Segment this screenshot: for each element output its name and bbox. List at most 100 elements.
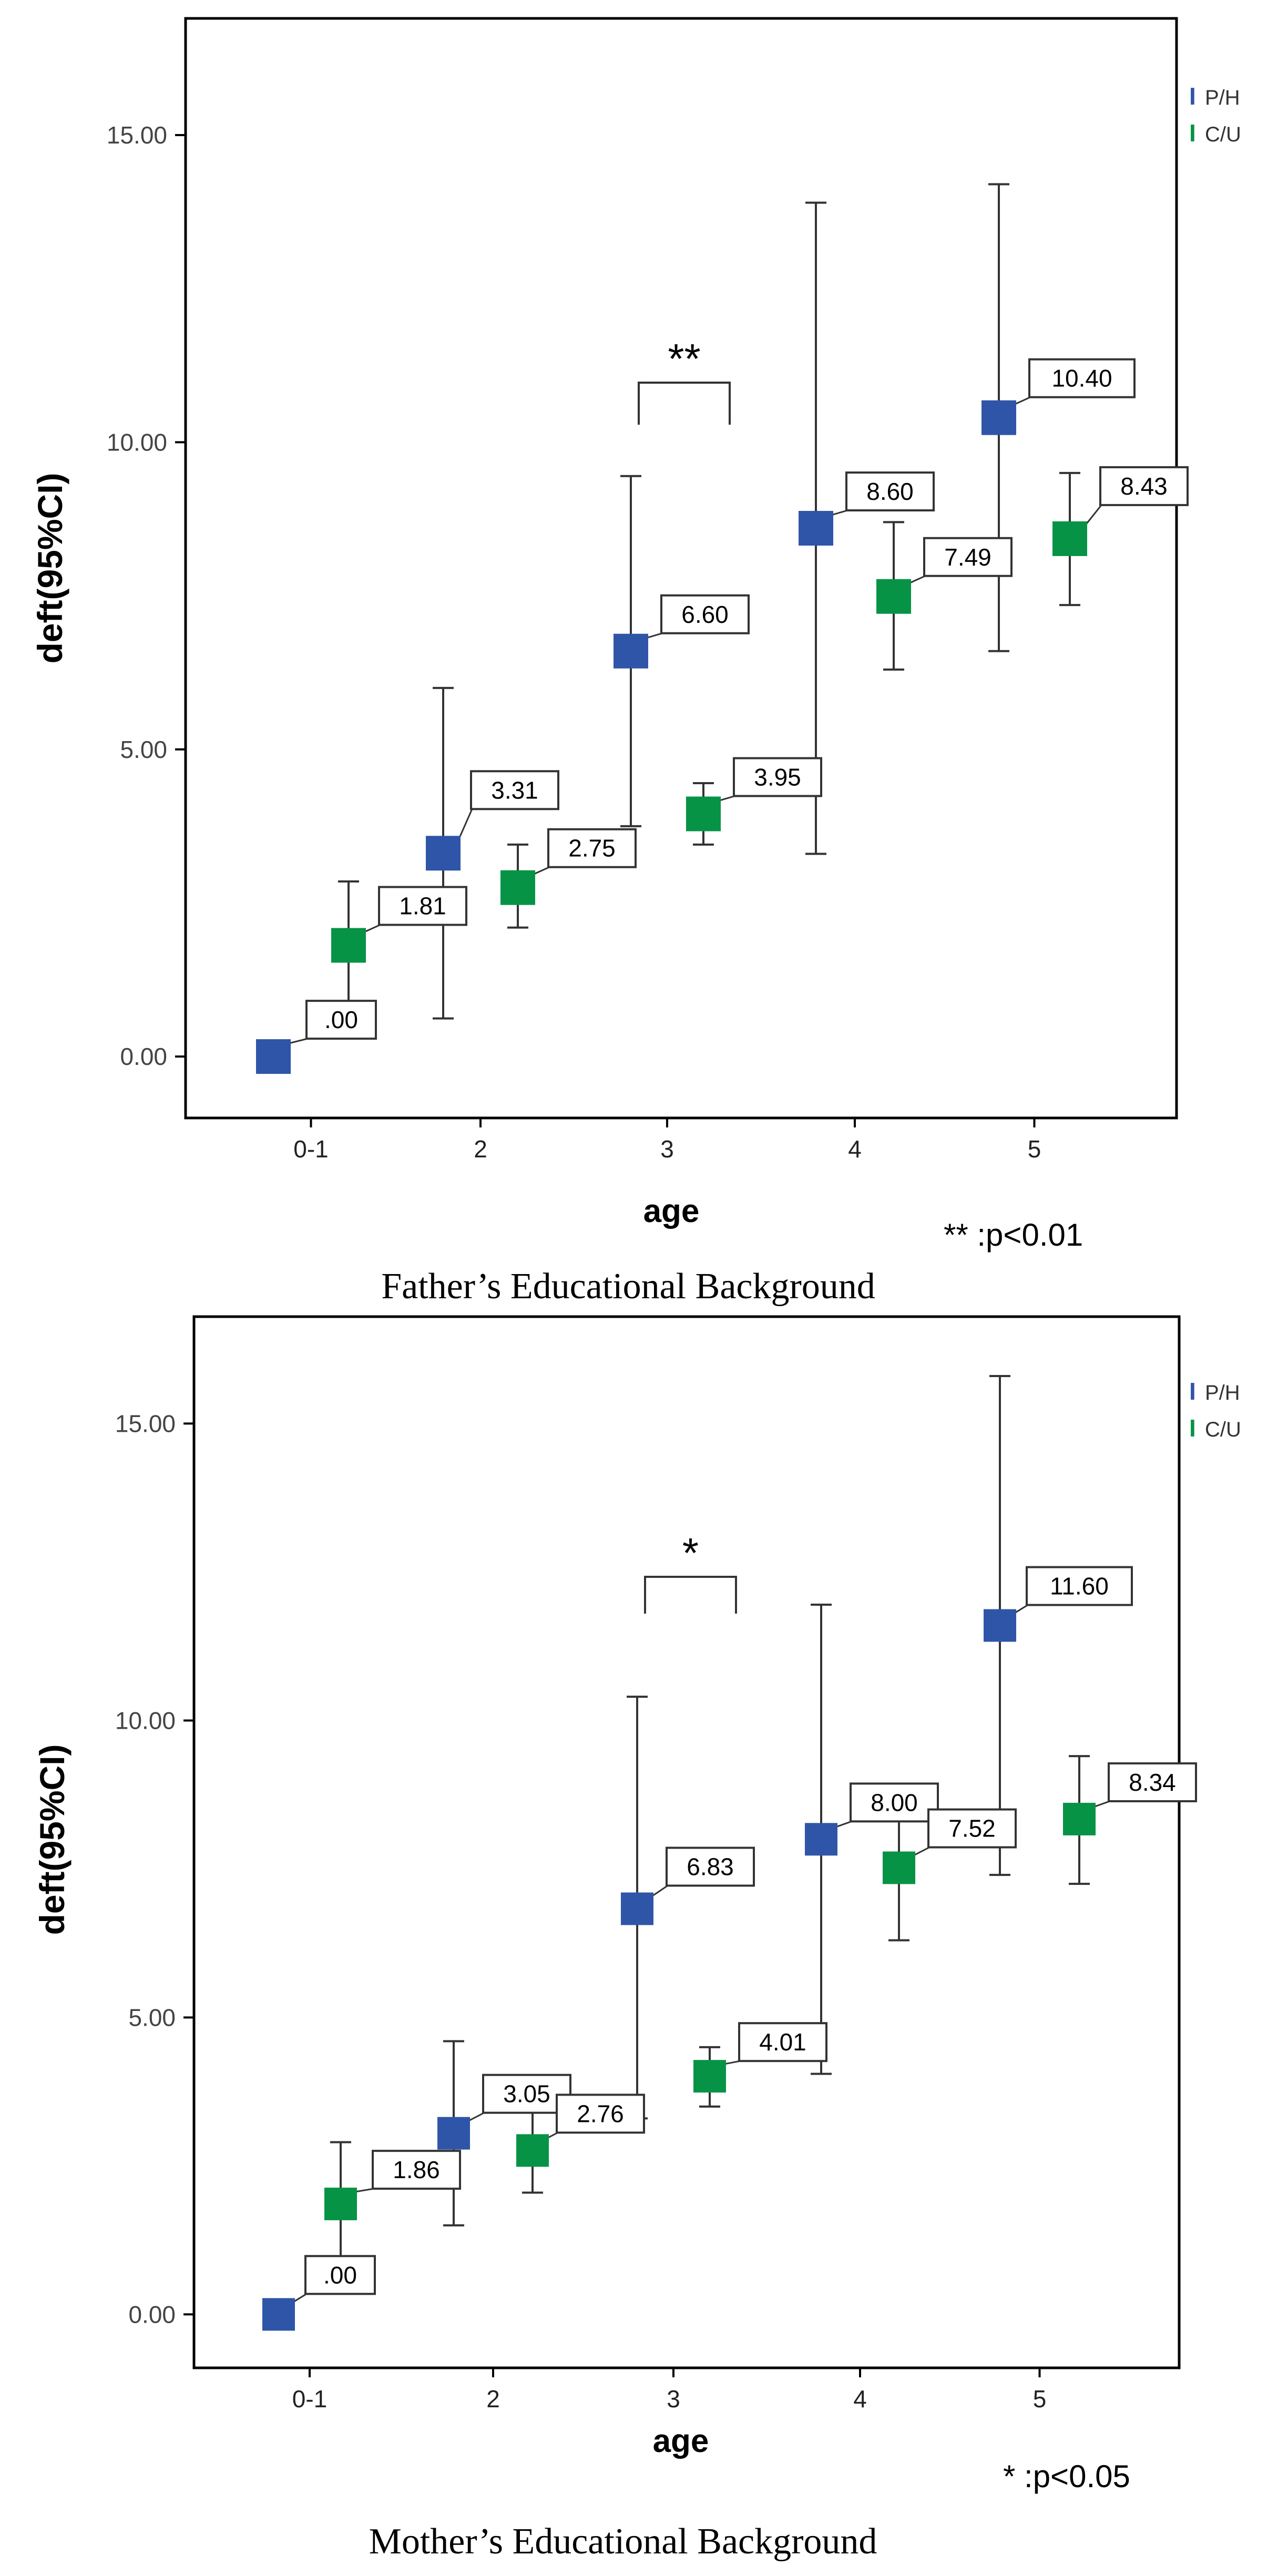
label-leader — [288, 1038, 308, 1044]
label-leader — [457, 808, 473, 840]
data-label: 7.49 — [944, 543, 991, 571]
data-point-ph — [437, 2117, 470, 2150]
significance-note: ** :p<0.01 — [944, 1217, 1083, 1253]
label-leader — [908, 575, 926, 584]
y-tick-label: 15.00 — [107, 121, 167, 149]
data-point-ph — [614, 633, 648, 669]
mother-chart-panel: 0.00 5.00 10.00 15.00 .00 3.05 6.83 8.00 11.60 1… — [33, 1315, 1241, 2562]
data-label: 6.60 — [681, 601, 729, 628]
data-label-box — [738, 2022, 827, 2062]
data-point-cu — [883, 1851, 915, 1884]
significance-bracket: ** — [638, 335, 731, 425]
data-label: .00 — [323, 2261, 357, 2288]
data-label-box — [304, 2255, 376, 2295]
label-leader — [913, 1846, 930, 1856]
data-point-ph — [262, 2298, 295, 2331]
legend-label: C/U — [1205, 123, 1241, 146]
data-label: 3.05 — [503, 2080, 550, 2108]
y-tick-label: 15.00 — [115, 1410, 176, 1437]
data-label-box — [923, 537, 1013, 577]
data-label-box — [372, 2150, 461, 2190]
y-axis: 0.00 5.00 10.00 15.00 — [115, 1410, 194, 2328]
label-leader — [1084, 504, 1102, 526]
data-point-ph — [426, 836, 461, 871]
significance-marker: ** — [668, 335, 700, 382]
x-tick-label: 4 — [848, 1135, 862, 1163]
data-point-ph — [621, 1892, 653, 1925]
x-axis-title: age — [653, 2423, 709, 2459]
x-tick-label: 3 — [667, 2385, 680, 2413]
significance-marker: * — [682, 1530, 699, 1576]
y-tick-label: 10.00 — [115, 1707, 176, 1734]
data-label: 3.95 — [754, 763, 801, 791]
legend-symbol: I — [1189, 83, 1196, 110]
label-leader — [292, 2293, 307, 2303]
label-leader — [1014, 396, 1031, 406]
data-label-box — [556, 2093, 645, 2134]
y-axis-title: deft(95%CI) — [33, 1744, 71, 1935]
data-label-box — [660, 594, 750, 634]
legend-symbol: I — [1189, 119, 1196, 147]
significance-bracket-line — [638, 382, 731, 425]
data-label: 2.75 — [568, 835, 616, 862]
data-label-box — [305, 1000, 377, 1040]
x-axis: 0-1 2 3 4 5 — [292, 2368, 1047, 2413]
data-point-ph — [981, 400, 1016, 435]
label-leader — [651, 1885, 668, 1897]
data-label: 6.83 — [687, 1853, 734, 1881]
data-label: 1.86 — [393, 2156, 440, 2183]
x-axis: 0-1 2 3 4 5 — [293, 1118, 1041, 1163]
data-label: 10.40 — [1051, 365, 1112, 392]
data-point-cu — [331, 928, 366, 963]
chart-caption: Mother’s Educational Background — [369, 2521, 877, 2562]
x-tick-label: 5 — [1028, 1135, 1041, 1163]
data-label-box — [378, 886, 467, 926]
label-leader — [718, 795, 735, 802]
data-points — [262, 1609, 1096, 2331]
data-point-cu — [693, 2060, 726, 2093]
data-label-box — [1108, 1762, 1197, 1802]
label-leader — [835, 1820, 852, 1828]
legend-symbol: I — [1189, 1378, 1196, 1405]
data-label: 8.43 — [1120, 473, 1168, 500]
data-point-cu — [876, 579, 911, 614]
significance-bracket: * — [644, 1530, 737, 1614]
label-leader — [723, 2060, 741, 2065]
data-label-box — [927, 1808, 1017, 1849]
data-label: 3.31 — [491, 776, 538, 804]
data-point-cu — [686, 796, 721, 832]
plot-frame — [184, 17, 1178, 1120]
x-tick-label: 5 — [1033, 2385, 1047, 2413]
data-label: 4.01 — [759, 2028, 806, 2056]
label-leader — [1093, 1800, 1110, 1808]
y-tick-label: 10.00 — [107, 428, 167, 456]
x-tick-label: 2 — [474, 1135, 487, 1163]
data-point-cu — [516, 2134, 549, 2167]
label-leaders — [288, 396, 1102, 1044]
data-label-box — [547, 828, 637, 868]
data-point-ph — [799, 511, 833, 546]
legend-label: C/U — [1205, 1418, 1241, 1441]
data-label-box — [733, 757, 822, 797]
plot-frame — [192, 1315, 1181, 2369]
label-leader — [354, 2188, 374, 2193]
x-tick-label: 4 — [853, 2385, 867, 2413]
data-points — [256, 400, 1087, 1074]
data-label-box — [470, 770, 559, 810]
legend: I P/H I C/U — [1189, 1378, 1241, 1442]
label-leader — [363, 924, 381, 933]
y-tick-label: 5.00 — [128, 2004, 176, 2031]
data-label-box — [1028, 358, 1136, 398]
data-point-ph — [256, 1039, 291, 1074]
data-label-box — [1026, 1566, 1133, 1606]
data-label-box — [666, 1846, 755, 1887]
legend-label: P/H — [1205, 86, 1240, 109]
label-leader — [831, 509, 848, 516]
data-label: 2.76 — [577, 2100, 624, 2127]
legend-symbol: I — [1189, 1414, 1196, 1442]
x-tick-label: 0-1 — [293, 1135, 328, 1163]
data-label: 1.81 — [399, 892, 446, 920]
data-label: 8.60 — [866, 478, 914, 505]
father-chart-panel: 0.00 5.00 10.00 15.00 .00 3.31 6.60 8.60 10.40 1… — [30, 17, 1241, 1307]
